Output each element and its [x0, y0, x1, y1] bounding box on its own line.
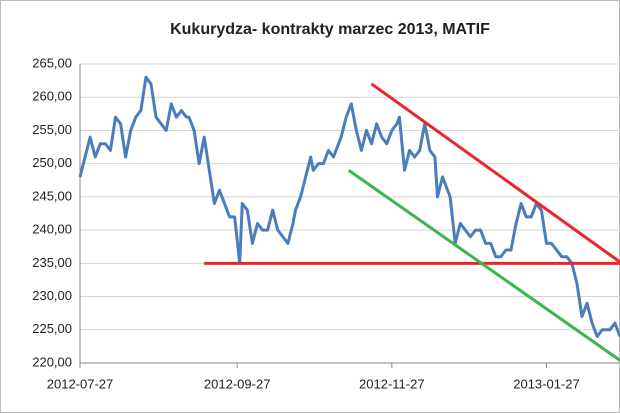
x-tick-label: 2012-11-27: [359, 376, 425, 391]
y-tick-label: 265,00: [32, 55, 72, 70]
x-tick-label: 2012-07-27: [47, 376, 114, 391]
y-tick-label: 240,00: [32, 222, 72, 237]
y-tick-label: 260,00: [32, 89, 72, 104]
y-tick-label: 250,00: [32, 155, 72, 170]
y-tick-label: 235,00: [32, 255, 72, 270]
y-tick-label: 245,00: [32, 188, 72, 203]
y-tick-label: 230,00: [32, 288, 72, 303]
y-tick-label: 255,00: [32, 122, 72, 137]
price-line: [78, 75, 620, 338]
chart-title: Kukurydza- kontrakty marzec 2013, MATIF: [170, 21, 490, 38]
y-tick-label: 220,00: [32, 354, 72, 369]
trend-line: [347, 169, 620, 362]
x-tick-label: 2012-09-27: [204, 376, 271, 391]
x-tick-label: 2013-01-27: [513, 376, 580, 391]
y-tick-label: 225,00: [32, 321, 72, 336]
trend-line: [370, 82, 620, 264]
